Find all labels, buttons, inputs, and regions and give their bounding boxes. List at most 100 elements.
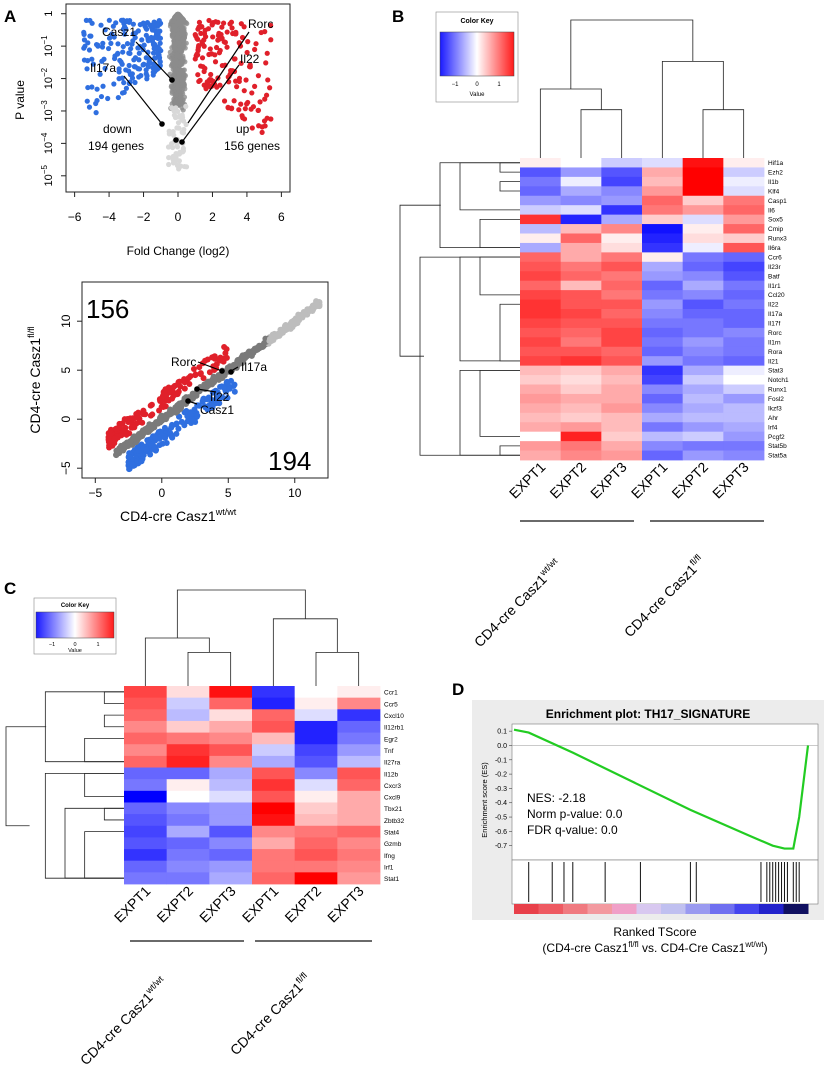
volcano-point-up [208,71,214,78]
volcano-point-up [245,39,251,45]
heatmap-cell [642,393,684,404]
dendrogram-branch [103,714,124,728]
heatmap-column-label: EXPT1 [506,459,549,502]
volcano-point-up [229,25,235,31]
volcano-point-up [231,98,237,104]
heatmap-cell [601,299,643,310]
heatmap-cell [723,450,765,461]
heatmap-cell [601,375,643,385]
heatmap-gene-label: Batf [768,273,780,280]
heatmap-cell [601,261,643,272]
heatmap-cell [124,779,168,792]
volcano-point-down [132,64,138,70]
volcano-point-down [106,35,113,41]
heatmap-cell [166,837,210,850]
heatmap-cell [682,299,724,310]
scatter-dot-casz1 [185,398,191,404]
dendrogram-branch [459,369,520,456]
volcano-point-up [241,88,247,94]
heatmap-cell [124,849,168,862]
heatmap-cell [560,327,602,338]
heatmap-cell [642,242,684,253]
color-key-c-label: Value [68,648,82,654]
heatmap-gene-label: Rora [768,349,782,356]
heatmap-cell [252,767,296,780]
scatter-point [236,359,243,366]
volcano-point-down [126,62,132,69]
heatmap-cell [723,214,765,225]
heatmap-cell [560,271,602,282]
volcano-point-down [117,57,123,64]
volcano-point-down [123,67,129,73]
volcano-point-down [119,61,125,67]
heatmap-column-label: EXPT3 [324,883,367,926]
scatter-x-tick-label: 0 [158,486,165,500]
dendrogram-branch [459,256,520,362]
heatmap-gene-label: Gzmb [384,841,402,848]
volcano-point-up [255,73,262,79]
heatmap-gene-label: Cmip [768,226,784,233]
heatmap-cell [252,790,296,803]
heatmap-cell [560,337,602,348]
volcano-point [166,131,172,137]
volcano-point [173,47,179,53]
volcano-point-up [204,81,211,87]
heatmap-cell [337,767,381,780]
heatmap-cell [601,252,643,263]
scatter-label-il22: Il22 [210,390,230,404]
heatmap-cell [682,167,724,178]
volcano-point [177,47,183,54]
volcano-point-up [206,51,212,58]
heatmap-cell [601,186,643,197]
heatmap-cell [337,790,381,803]
volcano-point-down [121,80,127,86]
volcano-point-up [238,60,244,66]
heatmap-cell [601,422,643,433]
scatter-point-up [118,432,125,439]
panel-label-a: A [4,7,16,26]
heatmap-cell [209,872,253,885]
volcano-point-up [236,75,243,81]
gsea-rank-segment [759,904,784,914]
heatmap-cell [252,860,296,873]
volcano-plot: −6 −4 −2 0 2 4 6 1 10−1 10−2 10−3 10−4 10−5 Fold Ch… [13,3,291,258]
heatmap-cell [294,755,338,768]
scatter-point [295,312,302,319]
heatmap-cell [209,825,253,838]
heatmap-c-column-labels: EXPT1 EXPT2 EXPT3 EXPT1 EXPT2 EXPT3 [111,883,367,926]
heatmap-cell [601,195,643,206]
volcano-point-up [262,29,268,35]
volcano-point-down [130,31,136,37]
heatmap-cell [682,384,724,395]
volcano-up-label: up [236,122,250,136]
volcano-point-up [264,50,270,56]
volcano-point-up [249,90,255,96]
volcano-point-down [120,49,126,55]
volcano-point-down [151,23,157,29]
dendrogram-branch [419,256,520,456]
gsea-es-curve [513,728,810,850]
gsea-title: Enrichment plot: TH17_SIGNATURE [546,707,750,721]
heatmap-cell [723,441,765,451]
heatmap-gene-label: Il17a [768,311,782,318]
dendrogram-branch [539,88,602,158]
heatmap-gene-label: Ifng [384,853,395,860]
dendrogram-branch [479,218,520,249]
scatter-point-down [187,410,194,417]
heatmap-cell [252,709,296,722]
heatmap-gene-label: Ccr1 [384,690,398,697]
heatmap-cell [601,318,643,329]
heatmap-gene-label: Notch1 [768,377,789,384]
heatmap-cell [642,280,684,291]
heatmap-cell [337,814,381,827]
heatmap-cell [560,158,602,168]
scatter-point-down [195,402,202,409]
volcano-point-down [93,110,99,116]
color-key-c-gradient [35,611,115,639]
heatmap-cell [124,732,168,745]
heatmap-cell [337,872,381,885]
heatmap-cell [252,814,296,827]
heatmap-cell [124,837,168,850]
scatter-point-up [184,375,191,382]
heatmap-cell [560,309,602,319]
